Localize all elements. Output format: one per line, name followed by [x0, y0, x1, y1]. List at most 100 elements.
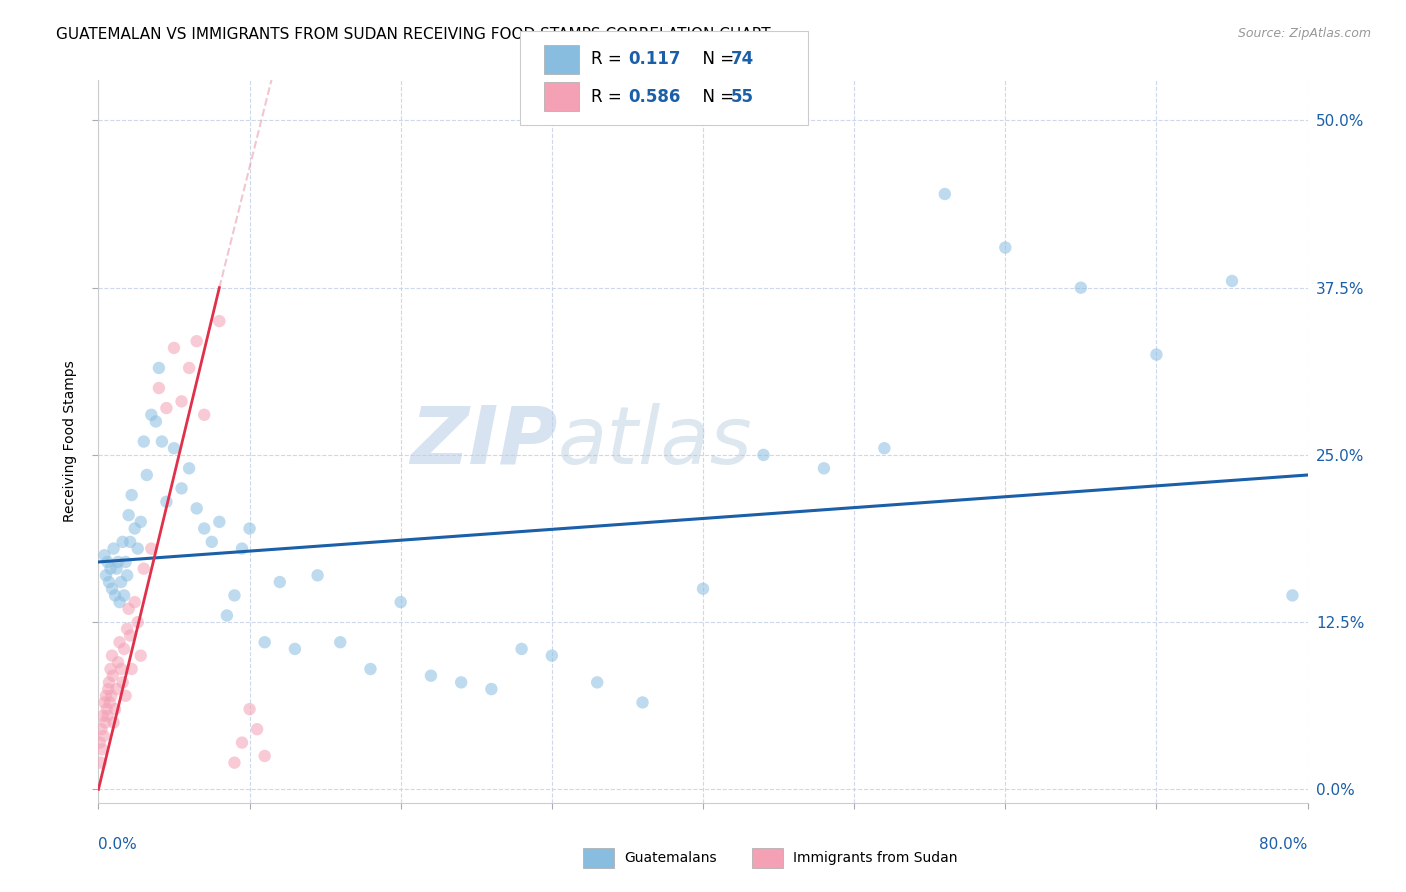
Point	[121, 662, 143, 676]
Point	[208, 314, 231, 328]
Point	[994, 241, 1017, 255]
Point	[100, 689, 122, 703]
Point	[124, 595, 146, 609]
Point	[111, 535, 134, 549]
Text: 55: 55	[731, 87, 754, 105]
Point	[163, 341, 186, 355]
Text: atlas: atlas	[558, 402, 752, 481]
Point	[90, 756, 112, 770]
Point	[114, 689, 136, 703]
Point	[93, 729, 115, 743]
Point	[420, 669, 443, 683]
Point	[246, 723, 269, 737]
Point	[115, 568, 138, 582]
Point	[269, 575, 291, 590]
Point	[103, 715, 125, 730]
Point	[91, 742, 114, 756]
Point	[450, 675, 472, 690]
Point	[813, 461, 835, 475]
Point	[692, 582, 714, 596]
Point	[124, 521, 146, 535]
Point	[105, 562, 128, 576]
Point	[239, 521, 262, 535]
Point	[121, 488, 143, 502]
Point	[132, 434, 155, 449]
Point	[93, 696, 115, 710]
Point	[179, 461, 201, 475]
Point	[127, 541, 149, 556]
Point	[934, 187, 956, 202]
Point	[307, 568, 329, 582]
Point	[112, 589, 135, 603]
Text: Source: ZipAtlas.com: Source: ZipAtlas.com	[1237, 27, 1371, 40]
Point	[208, 515, 231, 529]
Text: Guatemalans: Guatemalans	[624, 851, 717, 865]
Point	[141, 408, 163, 422]
Point	[110, 662, 132, 676]
Point	[481, 681, 503, 696]
Point	[120, 628, 142, 642]
Point	[104, 702, 127, 716]
Point	[239, 702, 262, 716]
Text: 80.0%: 80.0%	[1260, 837, 1308, 852]
Point	[231, 541, 253, 556]
Point	[148, 381, 170, 395]
Text: 0.0%: 0.0%	[98, 837, 138, 852]
Point	[127, 615, 149, 630]
Point	[253, 635, 276, 649]
Point	[97, 681, 120, 696]
Text: GUATEMALAN VS IMMIGRANTS FROM SUDAN RECEIVING FOOD STAMPS CORRELATION CHART: GUATEMALAN VS IMMIGRANTS FROM SUDAN RECE…	[56, 27, 770, 42]
Point	[98, 675, 121, 690]
Point	[118, 602, 141, 616]
Point	[108, 635, 131, 649]
Text: 0.117: 0.117	[628, 51, 681, 69]
Point	[631, 696, 654, 710]
Point	[94, 689, 117, 703]
Point	[129, 648, 152, 663]
Point	[389, 595, 412, 609]
Point	[360, 662, 382, 676]
Point	[132, 562, 155, 576]
Point	[1220, 274, 1243, 288]
Point	[150, 434, 173, 449]
Point	[100, 562, 122, 576]
Point	[114, 555, 136, 569]
Text: R =: R =	[591, 87, 627, 105]
Point	[110, 575, 132, 590]
Point	[224, 589, 246, 603]
Point	[101, 648, 124, 663]
Point	[103, 541, 125, 556]
Text: 74: 74	[731, 51, 755, 69]
Point	[96, 555, 118, 569]
Point	[155, 401, 177, 416]
Point	[586, 675, 609, 690]
Point	[193, 408, 215, 422]
Point	[186, 334, 208, 349]
Point	[91, 708, 114, 723]
Point	[148, 361, 170, 376]
Point	[141, 541, 163, 556]
Point	[98, 696, 121, 710]
Point	[89, 735, 111, 749]
Point	[94, 715, 117, 730]
Text: ZIP: ZIP	[411, 402, 558, 481]
Point	[94, 568, 117, 582]
Point	[100, 662, 122, 676]
Point	[104, 589, 127, 603]
Point	[215, 608, 238, 623]
Point	[752, 448, 775, 462]
Point	[129, 515, 152, 529]
Text: N =: N =	[692, 87, 740, 105]
Point	[115, 622, 138, 636]
Text: Immigrants from Sudan: Immigrants from Sudan	[793, 851, 957, 865]
Point	[201, 535, 224, 549]
Text: 0.586: 0.586	[628, 87, 681, 105]
Text: N =: N =	[692, 51, 740, 69]
Point	[163, 442, 186, 455]
Point	[284, 642, 307, 657]
Point	[107, 555, 129, 569]
Point	[108, 595, 131, 609]
Point	[107, 655, 129, 669]
Point	[231, 735, 253, 749]
Point	[329, 635, 352, 649]
